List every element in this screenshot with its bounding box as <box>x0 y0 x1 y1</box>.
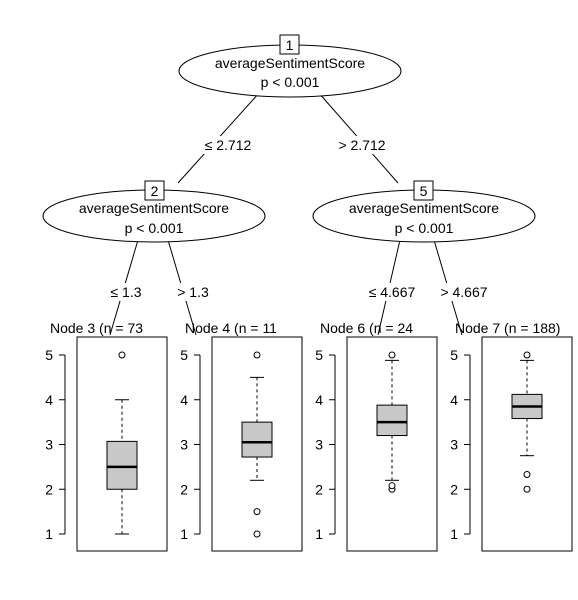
outlier-point <box>253 530 261 538</box>
split-label-2-left: ≤ 1.3 <box>110 284 141 300</box>
node-pvalue: p < 0.001 <box>125 220 184 236</box>
y-tick-label: 2 <box>180 481 188 497</box>
inner-node-2: averageSentimentScore p < 0.001 2 <box>42 180 266 243</box>
node-variable: averageSentimentScore <box>349 200 499 216</box>
terminal-node-3: Node 6 (n = 24 1 2 3 4 5 <box>315 320 438 552</box>
y-tick-label: 5 <box>450 347 458 363</box>
node-id: 1 <box>286 37 294 53</box>
node-id: 5 <box>420 183 428 199</box>
outlier-point <box>253 508 261 516</box>
y-tick-label: 1 <box>315 526 323 542</box>
y-tick-label: 4 <box>315 392 323 408</box>
outlier-point <box>523 470 531 478</box>
inner-node-5: averageSentimentScore p < 0.001 5 <box>312 180 536 243</box>
iqr-box <box>376 404 408 437</box>
outlier-point <box>523 485 531 493</box>
node-id-box <box>413 180 434 201</box>
outlier-point <box>388 351 396 359</box>
y-tick-label: 1 <box>180 526 188 542</box>
y-tick-label: 5 <box>315 347 323 363</box>
y-tick-label: 3 <box>315 437 323 453</box>
y-tick-label: 3 <box>45 437 53 453</box>
terminal-node-1: Node 3 (n = 73 1 2 3 4 5 <box>45 320 168 552</box>
y-tick-label: 4 <box>450 392 458 408</box>
outlier-point <box>118 351 126 359</box>
y-tick-label: 2 <box>45 481 53 497</box>
y-tick-label: 1 <box>45 526 53 542</box>
y-tick-label: 4 <box>180 392 188 408</box>
y-tick-label: 3 <box>180 437 188 453</box>
split-label-1-left: ≤ 2.712 <box>205 137 252 153</box>
iqr-box <box>241 421 273 458</box>
terminal-label: Node 6 (n = 24 <box>320 320 413 336</box>
outlier-point <box>253 351 261 359</box>
terminal-node-4: Node 7 (n = 188) 1 2 3 4 5 <box>450 320 573 552</box>
split-label-5-right: > 4.667 <box>440 284 487 300</box>
node-pvalue: p < 0.001 <box>261 74 320 90</box>
y-tick-label: 5 <box>45 347 53 363</box>
y-tick-label: 2 <box>450 481 458 497</box>
y-tick-label: 1 <box>450 526 458 542</box>
terminal-label: Node 7 (n = 188) <box>455 320 560 336</box>
inner-node-1: averageSentimentScore p < 0.001 1 <box>178 34 402 98</box>
split-label-2-right: > 1.3 <box>177 284 209 300</box>
split-labels: ≤ 2.712 > 2.712 ≤ 1.3 > 1.3 ≤ 4.667 > 4.… <box>103 136 496 301</box>
split-label-1-right: > 2.712 <box>338 137 385 153</box>
y-tick-label: 5 <box>180 347 188 363</box>
node-variable: averageSentimentScore <box>79 200 229 216</box>
split-label-5-left: ≤ 4.667 <box>369 284 416 300</box>
outlier-point <box>388 482 396 490</box>
outlier-point <box>523 351 531 359</box>
y-tick-label: 3 <box>450 437 458 453</box>
y-tick-label: 4 <box>45 392 53 408</box>
terminal-node-2: Node 4 (n = 11 1 2 3 4 5 <box>180 320 303 552</box>
y-tick-label: 2 <box>315 481 323 497</box>
iqr-box <box>106 440 138 490</box>
node-pvalue: p < 0.001 <box>395 220 454 236</box>
node-variable: averageSentimentScore <box>215 55 365 71</box>
terminal-label: Node 3 (n = 73 <box>50 320 143 336</box>
node-id-box <box>144 180 165 201</box>
terminal-label: Node 4 (n = 11 <box>185 320 277 336</box>
node-id: 2 <box>151 183 159 199</box>
node-id-box <box>279 34 300 55</box>
